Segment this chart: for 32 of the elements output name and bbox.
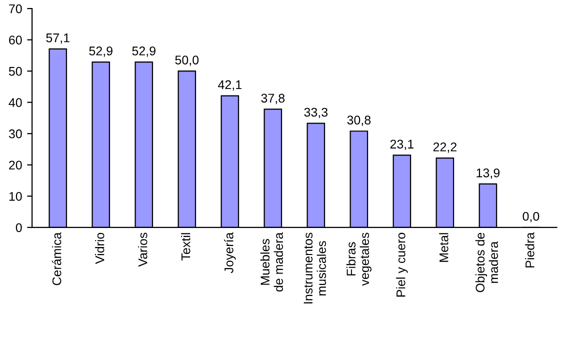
y-tick-label: 70: [9, 4, 22, 14]
x-tick-label: Piedra: [525, 232, 534, 268]
x-tick-label: Vidrio: [95, 232, 104, 264]
x-tick-label: Piel y cuero: [396, 232, 408, 297]
x-tick-label: Objetos de madera: [475, 232, 498, 292]
data-label: 57,1: [46, 34, 70, 44]
data-label: 0,0: [522, 212, 540, 222]
x-tick-label: Textil: [181, 233, 190, 260]
data-label: 37,8: [261, 94, 285, 104]
y-tick-label: 0: [16, 223, 22, 232]
x-tick-label: Joyería: [224, 232, 236, 274]
data-label: 50,0: [175, 56, 199, 66]
y-tick-label: 40: [8, 98, 22, 108]
x-tick-label: Varios: [138, 232, 148, 267]
data-label: 42,1: [218, 80, 242, 91]
x-tick-label: Muebles de madera: [260, 232, 283, 292]
data-label: 30,8: [347, 116, 371, 126]
x-tick-label: Metal: [439, 233, 448, 262]
y-tick-label: 30: [8, 129, 22, 138]
data-label: 13,9: [476, 168, 500, 179]
data-label: 52,9: [89, 46, 112, 57]
y-tick-label: 60: [9, 36, 22, 44]
y-tick-label: 20: [9, 160, 22, 170]
data-label: 33,3: [304, 108, 328, 118]
data-label: 23,1: [390, 140, 414, 150]
y-tick-label: 50: [8, 66, 22, 76]
x-tick-label: Instrumentos musicales: [304, 232, 326, 304]
data-label: 52,9: [132, 46, 156, 57]
x-tick-label: Fibras vegetales: [346, 232, 372, 286]
y-tick-label: 10: [9, 192, 22, 201]
data-label: 22,2: [433, 142, 456, 153]
x-tick-label: Cerámica: [52, 232, 62, 286]
